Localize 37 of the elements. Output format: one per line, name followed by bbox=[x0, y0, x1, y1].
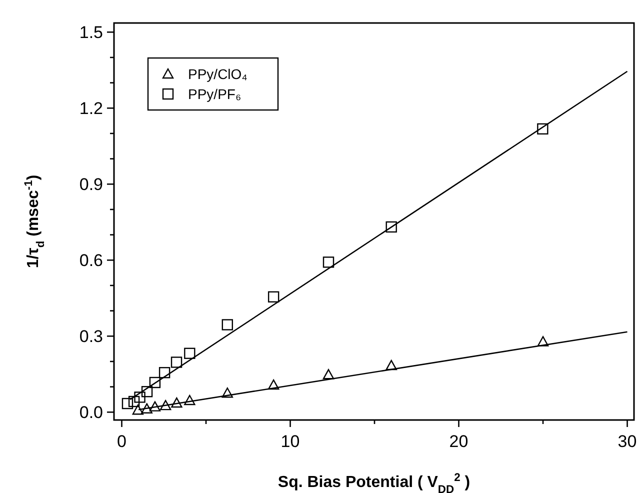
x-tick-label: 20 bbox=[449, 432, 468, 451]
y-tick-label: 0.9 bbox=[79, 175, 103, 194]
point bbox=[141, 386, 153, 398]
legend-label: PPy/ClO₄ bbox=[188, 66, 248, 82]
point bbox=[160, 400, 172, 410]
y-tick-label: 0.6 bbox=[79, 251, 103, 270]
point bbox=[184, 394, 196, 406]
point bbox=[149, 401, 161, 412]
point bbox=[149, 376, 161, 388]
point bbox=[222, 319, 233, 330]
point bbox=[134, 392, 146, 403]
point bbox=[184, 348, 196, 359]
legend-label: PPy/PF₆ bbox=[188, 86, 242, 102]
point bbox=[268, 379, 280, 390]
y-tick-label: 0.3 bbox=[79, 327, 103, 346]
x-tick-label: 30 bbox=[618, 432, 637, 451]
point bbox=[132, 404, 144, 415]
point bbox=[158, 367, 170, 378]
point bbox=[222, 388, 233, 398]
point bbox=[268, 291, 280, 302]
x-tick-label: 10 bbox=[280, 432, 300, 451]
y-tick-label: 1.5 bbox=[79, 23, 103, 42]
point bbox=[141, 403, 152, 414]
y-tick-label: 1.2 bbox=[79, 99, 103, 118]
point bbox=[322, 256, 334, 268]
x-tick-label: 0 bbox=[117, 432, 126, 451]
point bbox=[537, 123, 548, 134]
point bbox=[122, 398, 134, 410]
point bbox=[128, 396, 140, 408]
point bbox=[386, 221, 397, 233]
text: 0.0 bbox=[79, 403, 103, 422]
point bbox=[537, 336, 549, 346]
point bbox=[386, 360, 397, 370]
point bbox=[170, 356, 182, 368]
point bbox=[171, 397, 182, 408]
x-axis-title: Sq. Bias Potential ( V$_{DD}$$^{2}$ ) bbox=[278, 472, 470, 493]
point bbox=[322, 369, 334, 380]
